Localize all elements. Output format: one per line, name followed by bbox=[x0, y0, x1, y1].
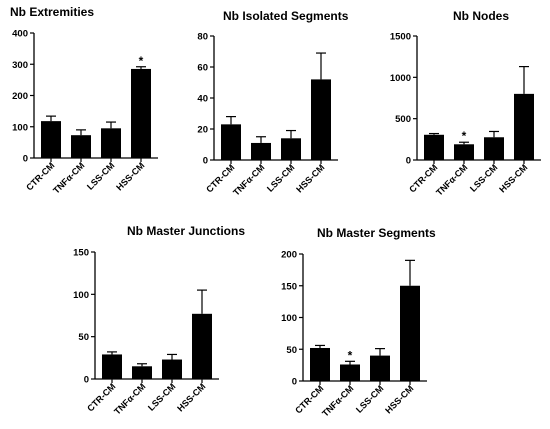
bar bbox=[102, 354, 122, 379]
x-category-label: LSS-CM bbox=[265, 162, 296, 193]
chart-title: Nb Nodes bbox=[453, 9, 509, 23]
bar bbox=[131, 68, 151, 158]
bar bbox=[101, 128, 121, 158]
y-tick-label: 100 bbox=[12, 122, 28, 133]
y-tick-label: 40 bbox=[197, 94, 208, 105]
x-category-label: TNFα-CM bbox=[112, 381, 147, 416]
x-category-label: LSS-CM bbox=[354, 383, 385, 414]
y-tick-label: 100 bbox=[73, 290, 89, 301]
bar bbox=[162, 359, 182, 379]
bar bbox=[132, 366, 152, 379]
chart-title: Nb Extremities bbox=[10, 5, 94, 19]
chart-title: Nb Isolated Segments bbox=[223, 9, 349, 23]
y-tick-label: 500 bbox=[395, 114, 411, 125]
x-category-label: HSS-CM bbox=[383, 383, 415, 415]
bar bbox=[192, 313, 212, 379]
y-tick-label: 80 bbox=[197, 32, 208, 43]
y-tick-label: 150 bbox=[281, 281, 297, 292]
x-category-label: TNFα-CM bbox=[434, 162, 469, 197]
chart-nb-nodes: Nb Nodes050010001500CTR-CMTNFα-CM*LSS-CM… bbox=[390, 9, 541, 198]
bar bbox=[310, 347, 330, 381]
y-tick-label: 100 bbox=[281, 313, 297, 324]
bar bbox=[424, 134, 444, 160]
y-tick-label: 0 bbox=[84, 375, 89, 386]
bar bbox=[370, 355, 390, 381]
bar bbox=[311, 79, 331, 160]
bar bbox=[484, 137, 504, 160]
y-tick-label: 200 bbox=[281, 250, 297, 261]
bar bbox=[41, 121, 61, 158]
chart-title: Nb Master Segments bbox=[317, 226, 436, 240]
y-tick-label: 50 bbox=[78, 332, 89, 343]
bar bbox=[454, 144, 474, 160]
x-category-label: LSS-CM bbox=[85, 160, 116, 191]
y-tick-label: 1500 bbox=[390, 32, 411, 43]
chart-nb-extremities: Nb Extremities0100200300400CTR-CMTNFα-CM… bbox=[10, 5, 158, 196]
x-category-label: LSS-CM bbox=[146, 381, 177, 412]
x-category-label: LSS-CM bbox=[468, 162, 499, 193]
bar bbox=[400, 285, 420, 381]
y-tick-label: 300 bbox=[12, 60, 28, 71]
y-tick-label: 20 bbox=[197, 125, 208, 136]
y-tick-label: 0 bbox=[406, 156, 411, 167]
y-tick-label: 1000 bbox=[390, 73, 411, 84]
chart-title: Nb Master Junctions bbox=[127, 224, 245, 238]
significance-marker: * bbox=[348, 348, 353, 362]
bar bbox=[514, 93, 534, 160]
x-category-label: HSS-CM bbox=[175, 381, 207, 413]
y-tick-label: 50 bbox=[286, 345, 297, 356]
chart-nb-master-segments: Nb Master Segments050100150200CTR-CMTNFα… bbox=[281, 226, 436, 419]
y-tick-label: 0 bbox=[203, 156, 208, 167]
x-category-label: HSS-CM bbox=[294, 162, 326, 194]
y-tick-label: 400 bbox=[12, 29, 28, 40]
y-tick-label: 60 bbox=[197, 63, 208, 74]
significance-marker: * bbox=[139, 54, 144, 68]
chart-nb-master-junctions: Nb Master Junctions050100150CTR-CMTNFα-C… bbox=[73, 224, 245, 417]
bar bbox=[221, 124, 241, 160]
x-category-label: HSS-CM bbox=[497, 162, 529, 194]
y-tick-label: 0 bbox=[292, 377, 297, 388]
bar bbox=[71, 135, 91, 158]
significance-marker: * bbox=[462, 129, 467, 143]
x-category-label: TNFα-CM bbox=[320, 383, 355, 418]
x-category-label: HSS-CM bbox=[114, 160, 146, 192]
bar bbox=[251, 142, 271, 160]
x-category-label: TNFα-CM bbox=[231, 162, 266, 197]
y-tick-label: 150 bbox=[73, 248, 89, 259]
x-category-label: TNFα-CM bbox=[51, 160, 86, 195]
bar bbox=[340, 364, 360, 381]
y-tick-label: 0 bbox=[23, 154, 28, 165]
bar bbox=[281, 138, 301, 160]
chart-nb-isolated-segments: Nb Isolated Segments020406080CTR-CMTNFα-… bbox=[197, 9, 349, 198]
y-tick-label: 200 bbox=[12, 91, 28, 102]
